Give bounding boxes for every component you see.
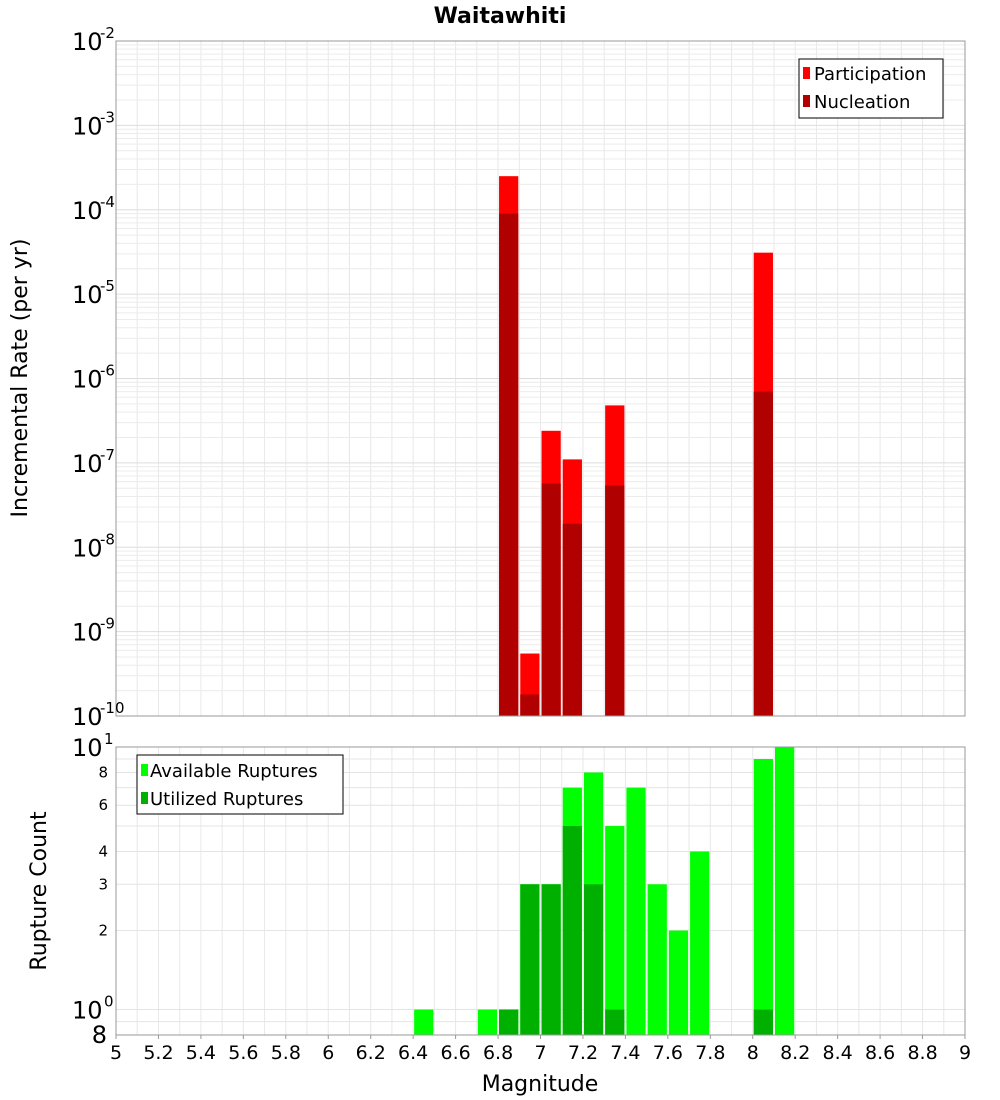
rate-y-tick-exponent: -2: [100, 24, 115, 42]
count-legend-box: [136, 754, 344, 815]
count-bar-available-ruptures: [605, 826, 625, 1035]
count-bar-available-ruptures: [626, 787, 646, 1035]
x-tick-label: 7: [534, 1042, 546, 1064]
count-y-tick-label: 6: [98, 796, 108, 814]
rate-bar-nucleation: [520, 694, 540, 716]
x-tick-label: 7.6: [653, 1042, 683, 1064]
count-y-tick-base: 10: [72, 997, 103, 1025]
x-tick-label: 8.8: [907, 1042, 937, 1064]
count-y-tick-label: 2: [98, 922, 108, 940]
rate-grid: [115, 41, 966, 717]
count-bar-available-ruptures: [774, 747, 795, 1035]
chart-title: Waitawhiti: [434, 4, 567, 29]
x-tick-label: 8.4: [823, 1042, 853, 1064]
rate-y-tick-exponent: -8: [100, 530, 115, 548]
participation-legend-swatch: [803, 67, 810, 79]
count-bar-utilized-ruptures: [499, 1009, 519, 1035]
utilized-legend-swatch: [141, 792, 148, 804]
count-y-tick-label: 8: [92, 1021, 107, 1049]
available-legend-swatch: [141, 764, 148, 776]
count-bar-utilized-ruptures: [753, 1009, 773, 1035]
x-tick-label: 6.2: [356, 1042, 386, 1064]
x-tick-label: 9: [959, 1042, 971, 1064]
rate-legend-box: [798, 58, 944, 119]
x-tick-label: 5.2: [143, 1042, 173, 1064]
count-bars: [414, 747, 795, 1035]
count-bar-available-ruptures: [753, 759, 773, 1035]
count-bar-available-ruptures: [690, 851, 710, 1035]
rate-y-tick-base: 10: [72, 281, 103, 309]
count-bar-utilized-ruptures: [541, 884, 561, 1035]
x-tick-label: 5: [110, 1042, 122, 1064]
count-y-tick-label: 4: [98, 842, 108, 860]
x-tick-label: 8: [747, 1042, 759, 1064]
rate-y-tick-base: 10: [72, 619, 103, 647]
x-tick-label: 7.8: [695, 1042, 725, 1064]
rate-y-tick-base: 10: [72, 28, 103, 56]
count-bar-utilized-ruptures: [605, 1009, 625, 1035]
count-bar-available-ruptures: [647, 884, 667, 1035]
rate-y-tick-exponent: -9: [100, 615, 115, 633]
rate-y-tick-exponent: -5: [100, 277, 115, 295]
count-bar-available-ruptures: [477, 1009, 498, 1035]
x-tick-label: 6.6: [440, 1042, 470, 1064]
x-tick-label: 5.4: [186, 1042, 216, 1064]
rate-y-tick-base: 10: [72, 703, 103, 731]
rate-y-axis-label: Incremental Rate (per yr): [8, 239, 33, 518]
rate-bar-nucleation: [541, 483, 561, 716]
count-y-axis-label: Rupture Count: [27, 811, 52, 971]
count-bar-utilized-ruptures: [583, 884, 604, 1035]
x-axis-label: Magnitude: [482, 1072, 599, 1097]
count-bar-available-ruptures: [414, 1009, 434, 1035]
participation-legend-label: Participation: [814, 64, 926, 85]
rate-y-tick-base: 10: [72, 366, 103, 394]
x-tick-label: 6: [322, 1042, 334, 1064]
x-tick-label: 6.8: [483, 1042, 513, 1064]
rate-legend: Participation Nucleation: [798, 58, 944, 119]
rate-bar-nucleation: [753, 391, 773, 716]
rate-y-tick-base: 10: [72, 197, 103, 225]
rate-y-tick-exponent: -7: [100, 446, 115, 464]
count-y-tick-exponent: 1: [104, 730, 114, 748]
rate-y-tick-base: 10: [72, 450, 103, 478]
count-y-tick-base: 10: [72, 734, 103, 762]
rate-y-tick-base: 10: [72, 112, 103, 140]
count-y-tick-exponent: 0: [104, 993, 114, 1011]
available-legend-label: Available Ruptures: [150, 761, 318, 782]
nucleation-legend-swatch: [803, 95, 810, 107]
rate-bars: [499, 176, 773, 717]
rate-y-tick-exponent: -10: [100, 699, 125, 717]
count-bar-utilized-ruptures: [562, 826, 582, 1035]
rate-y-tick-base: 10: [72, 534, 103, 562]
count-y-tick-label: 8: [98, 763, 108, 781]
count-x-ticks: 5 5.2 5.4 5.6 5.8 6 6.2 6.4 6.6 6.8 7 7.2 7.4 7.6 7.8 8…: [110, 1035, 971, 1064]
count-y-tick-label: 3: [98, 875, 108, 893]
rate-plot-frame: [115, 40, 966, 717]
x-tick-label: 5.6: [228, 1042, 258, 1064]
rate-bar-nucleation: [499, 213, 519, 717]
x-tick-label: 6.4: [398, 1042, 428, 1064]
rate-y-tick-exponent: -4: [100, 193, 115, 211]
rate-bar-nucleation: [562, 523, 582, 716]
rate-y-tick-exponent: -3: [100, 108, 115, 126]
nucleation-legend-label: Nucleation: [814, 92, 910, 113]
count-bar-utilized-ruptures: [520, 884, 540, 1035]
x-tick-label: 8.6: [865, 1042, 895, 1064]
x-tick-label: 7.2: [568, 1042, 598, 1064]
x-tick-label: 7.4: [610, 1042, 640, 1064]
count-bar-available-ruptures: [668, 930, 689, 1035]
count-legend: Available Ruptures Utilized Ruptures: [136, 754, 344, 815]
x-tick-label: 8.2: [780, 1042, 810, 1064]
utilized-legend-label: Utilized Ruptures: [150, 789, 303, 810]
rate-y-tick-exponent: -6: [100, 362, 115, 380]
x-tick-label: 5.8: [271, 1042, 301, 1064]
rate-bar-nucleation: [605, 485, 625, 716]
